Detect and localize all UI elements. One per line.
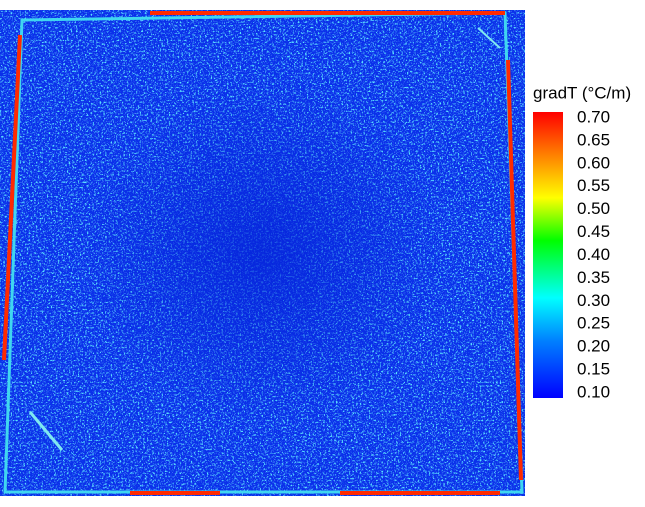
colorbar-tick-label: 0.45 — [577, 222, 610, 241]
colorbar-tick-label: 0.55 — [577, 176, 610, 195]
colorbar-tick-label: 0.50 — [577, 199, 610, 218]
field-shade — [0, 10, 525, 496]
colorbar — [533, 112, 563, 398]
field-streak — [28, 411, 64, 451]
colorbar-tick-label: 0.20 — [577, 337, 610, 356]
colorbar-tick-label: 0.15 — [577, 360, 610, 379]
field — [0, 10, 525, 496]
colorbar-tick-label: 0.10 — [577, 382, 610, 401]
colorbar-tick-label: 0.25 — [577, 314, 610, 333]
field-streak — [477, 27, 501, 49]
colorbar-tick-label: 0.30 — [577, 291, 610, 310]
colorbar-tick-label: 0.65 — [577, 130, 610, 149]
colorbar-tick-label: 0.35 — [577, 268, 610, 287]
colorbar-tick-label: 0.60 — [577, 153, 610, 172]
field-edge — [3, 11, 524, 494]
colorbar-title: gradT (°C/m) — [533, 83, 631, 102]
colorbar-tick-label: 0.70 — [577, 107, 610, 126]
colorbar-tick-label: 0.40 — [577, 245, 610, 264]
field-edge-hot — [506, 59, 523, 481]
field-edge-hot — [2, 34, 22, 361]
